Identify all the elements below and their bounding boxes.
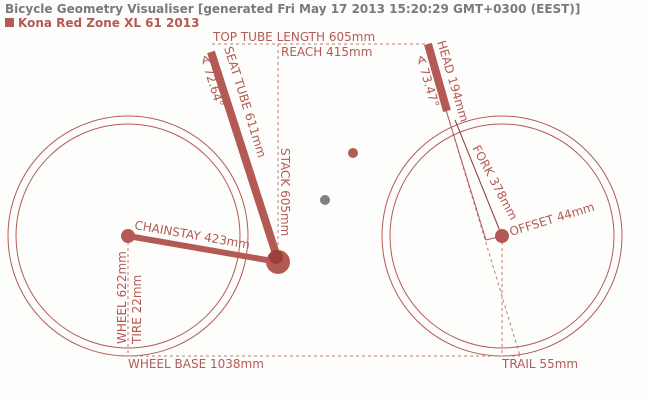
legend-swatch — [5, 18, 14, 27]
tire-label: TIRE 22mm — [130, 275, 144, 345]
fork-line — [445, 109, 487, 241]
seat-tube — [207, 50, 282, 262]
bike-name: Kona Red Zone XL 61 2013 — [18, 16, 200, 30]
top-tube-label: TOP TUBE LENGTH 605mm — [212, 30, 375, 44]
offset-label: OFFSET 44mm — [508, 200, 596, 239]
rear-axle — [121, 229, 135, 243]
rear-wheel-inner — [15, 123, 241, 349]
head-tube — [424, 42, 451, 113]
front-axle — [495, 229, 509, 243]
front-wheel-inner — [389, 123, 615, 349]
saddle-point — [348, 148, 358, 158]
reach-label: REACH 415mm — [281, 45, 372, 59]
chainstay — [127, 233, 279, 265]
bottom-bracket-inner — [269, 250, 283, 264]
handlebar-point — [320, 195, 330, 205]
wheel-base-label: WHEEL BASE 1038mm — [128, 357, 264, 371]
page-title: Bicycle Geometry Visualiser [generated F… — [5, 2, 581, 16]
bike-legend: Kona Red Zone XL 61 2013 — [5, 16, 199, 30]
wheel-label: WHEEL 622mm — [115, 251, 129, 344]
trail-label: TRAIL 55mm — [501, 357, 578, 371]
fork-blade — [454, 119, 503, 237]
stack-label: STACK 605mm — [278, 148, 292, 236]
